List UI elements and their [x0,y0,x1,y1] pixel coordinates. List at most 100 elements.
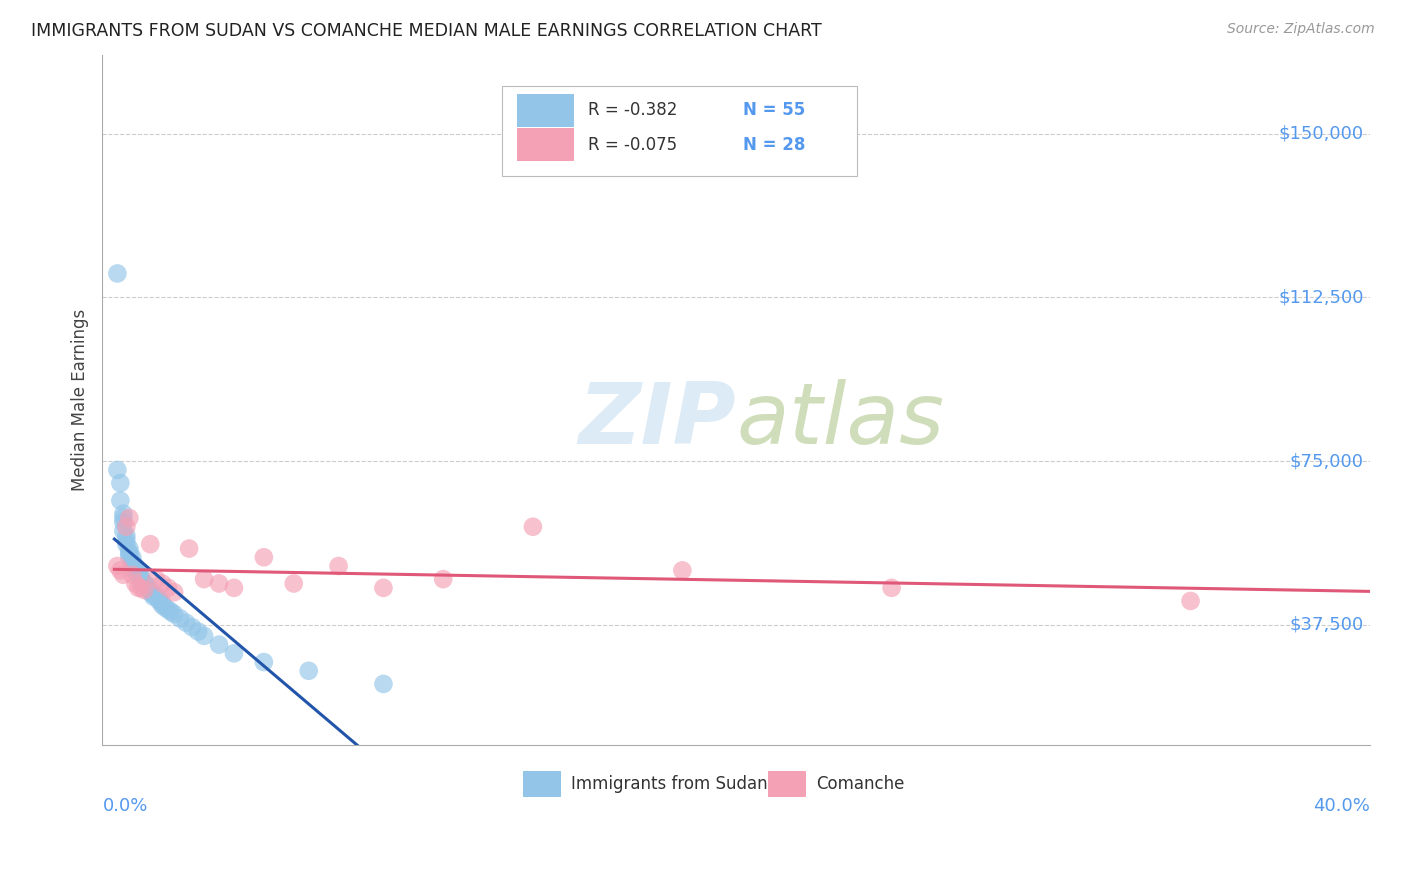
Point [671,563,693,577]
Point [222,646,245,660]
Point [127,566,149,580]
Point [253,550,276,565]
Point [118,550,141,565]
Text: Immigrants from Sudan: Immigrants from Sudan [571,774,768,793]
Text: Comanche: Comanche [815,774,904,793]
Point [112,524,135,538]
Point [193,629,215,643]
Point [115,528,138,542]
Point [139,582,162,597]
Point [115,533,138,547]
Point [142,587,165,601]
FancyBboxPatch shape [502,87,856,176]
Text: 0.0%: 0.0% [103,797,148,814]
Point [155,600,177,615]
Point [169,611,191,625]
Point [110,476,132,491]
Point [118,546,141,560]
Point [129,581,152,595]
Point [157,603,180,617]
Point [112,516,135,530]
Point [134,576,156,591]
Point [127,567,149,582]
Text: $37,500: $37,500 [1289,616,1364,634]
Point [129,570,152,584]
Point [110,563,132,577]
Point [181,620,204,634]
Point [129,574,152,589]
Bar [517,94,574,127]
Text: R = -0.382: R = -0.382 [588,102,678,120]
Point [124,563,146,577]
Point [118,511,141,525]
Point [148,594,170,608]
Point [148,591,170,606]
Text: IMMIGRANTS FROM SUDAN VS COMANCHE MEDIAN MALE EARNINGS CORRELATION CHART: IMMIGRANTS FROM SUDAN VS COMANCHE MEDIAN… [31,22,821,40]
Point [121,550,143,565]
Point [157,581,180,595]
Point [127,581,149,595]
Point [145,590,167,604]
Point [208,638,231,652]
Point [105,559,128,574]
Point [193,572,215,586]
Bar [768,771,806,797]
Point [124,559,146,574]
Point [432,572,454,586]
Bar [517,128,574,161]
Point [160,605,183,619]
Point [134,582,156,597]
Point [124,576,146,591]
Text: $150,000: $150,000 [1279,125,1364,143]
Point [150,599,173,613]
Text: ZIP: ZIP [578,379,737,462]
Point [110,493,132,508]
Point [1180,594,1202,608]
Point [373,677,395,691]
Point [115,519,138,533]
Point [121,567,143,582]
Point [187,624,209,639]
Point [139,537,162,551]
Bar [523,771,561,797]
Point [163,607,186,621]
Point [328,559,350,574]
Point [124,561,146,575]
Point [112,507,135,521]
Point [179,541,201,556]
Text: 40.0%: 40.0% [1313,797,1369,814]
Text: Source: ZipAtlas.com: Source: ZipAtlas.com [1227,22,1375,37]
Point [522,519,544,533]
Point [124,563,146,577]
Point [112,567,135,582]
Text: N = 28: N = 28 [742,136,804,153]
Point [121,559,143,574]
Point [127,567,149,582]
Point [105,463,128,477]
Text: $75,000: $75,000 [1289,452,1364,470]
Text: R = -0.075: R = -0.075 [588,136,678,153]
Text: atlas: atlas [737,379,945,462]
Text: N = 55: N = 55 [742,102,804,120]
Point [174,615,197,630]
Point [880,581,903,595]
Point [134,576,156,591]
Point [150,576,173,591]
Point [115,537,138,551]
Y-axis label: Median Male Earnings: Median Male Earnings [72,309,89,491]
Point [150,596,173,610]
Text: $112,500: $112,500 [1278,288,1364,307]
Point [105,267,128,281]
Point [373,581,395,595]
Point [208,576,231,591]
Point [136,581,159,595]
Point [118,546,141,560]
Point [222,581,245,595]
Point [118,541,141,556]
Point [139,585,162,599]
Point [129,572,152,586]
Point [163,585,186,599]
Point [142,590,165,604]
Point [145,572,167,586]
Point [121,555,143,569]
